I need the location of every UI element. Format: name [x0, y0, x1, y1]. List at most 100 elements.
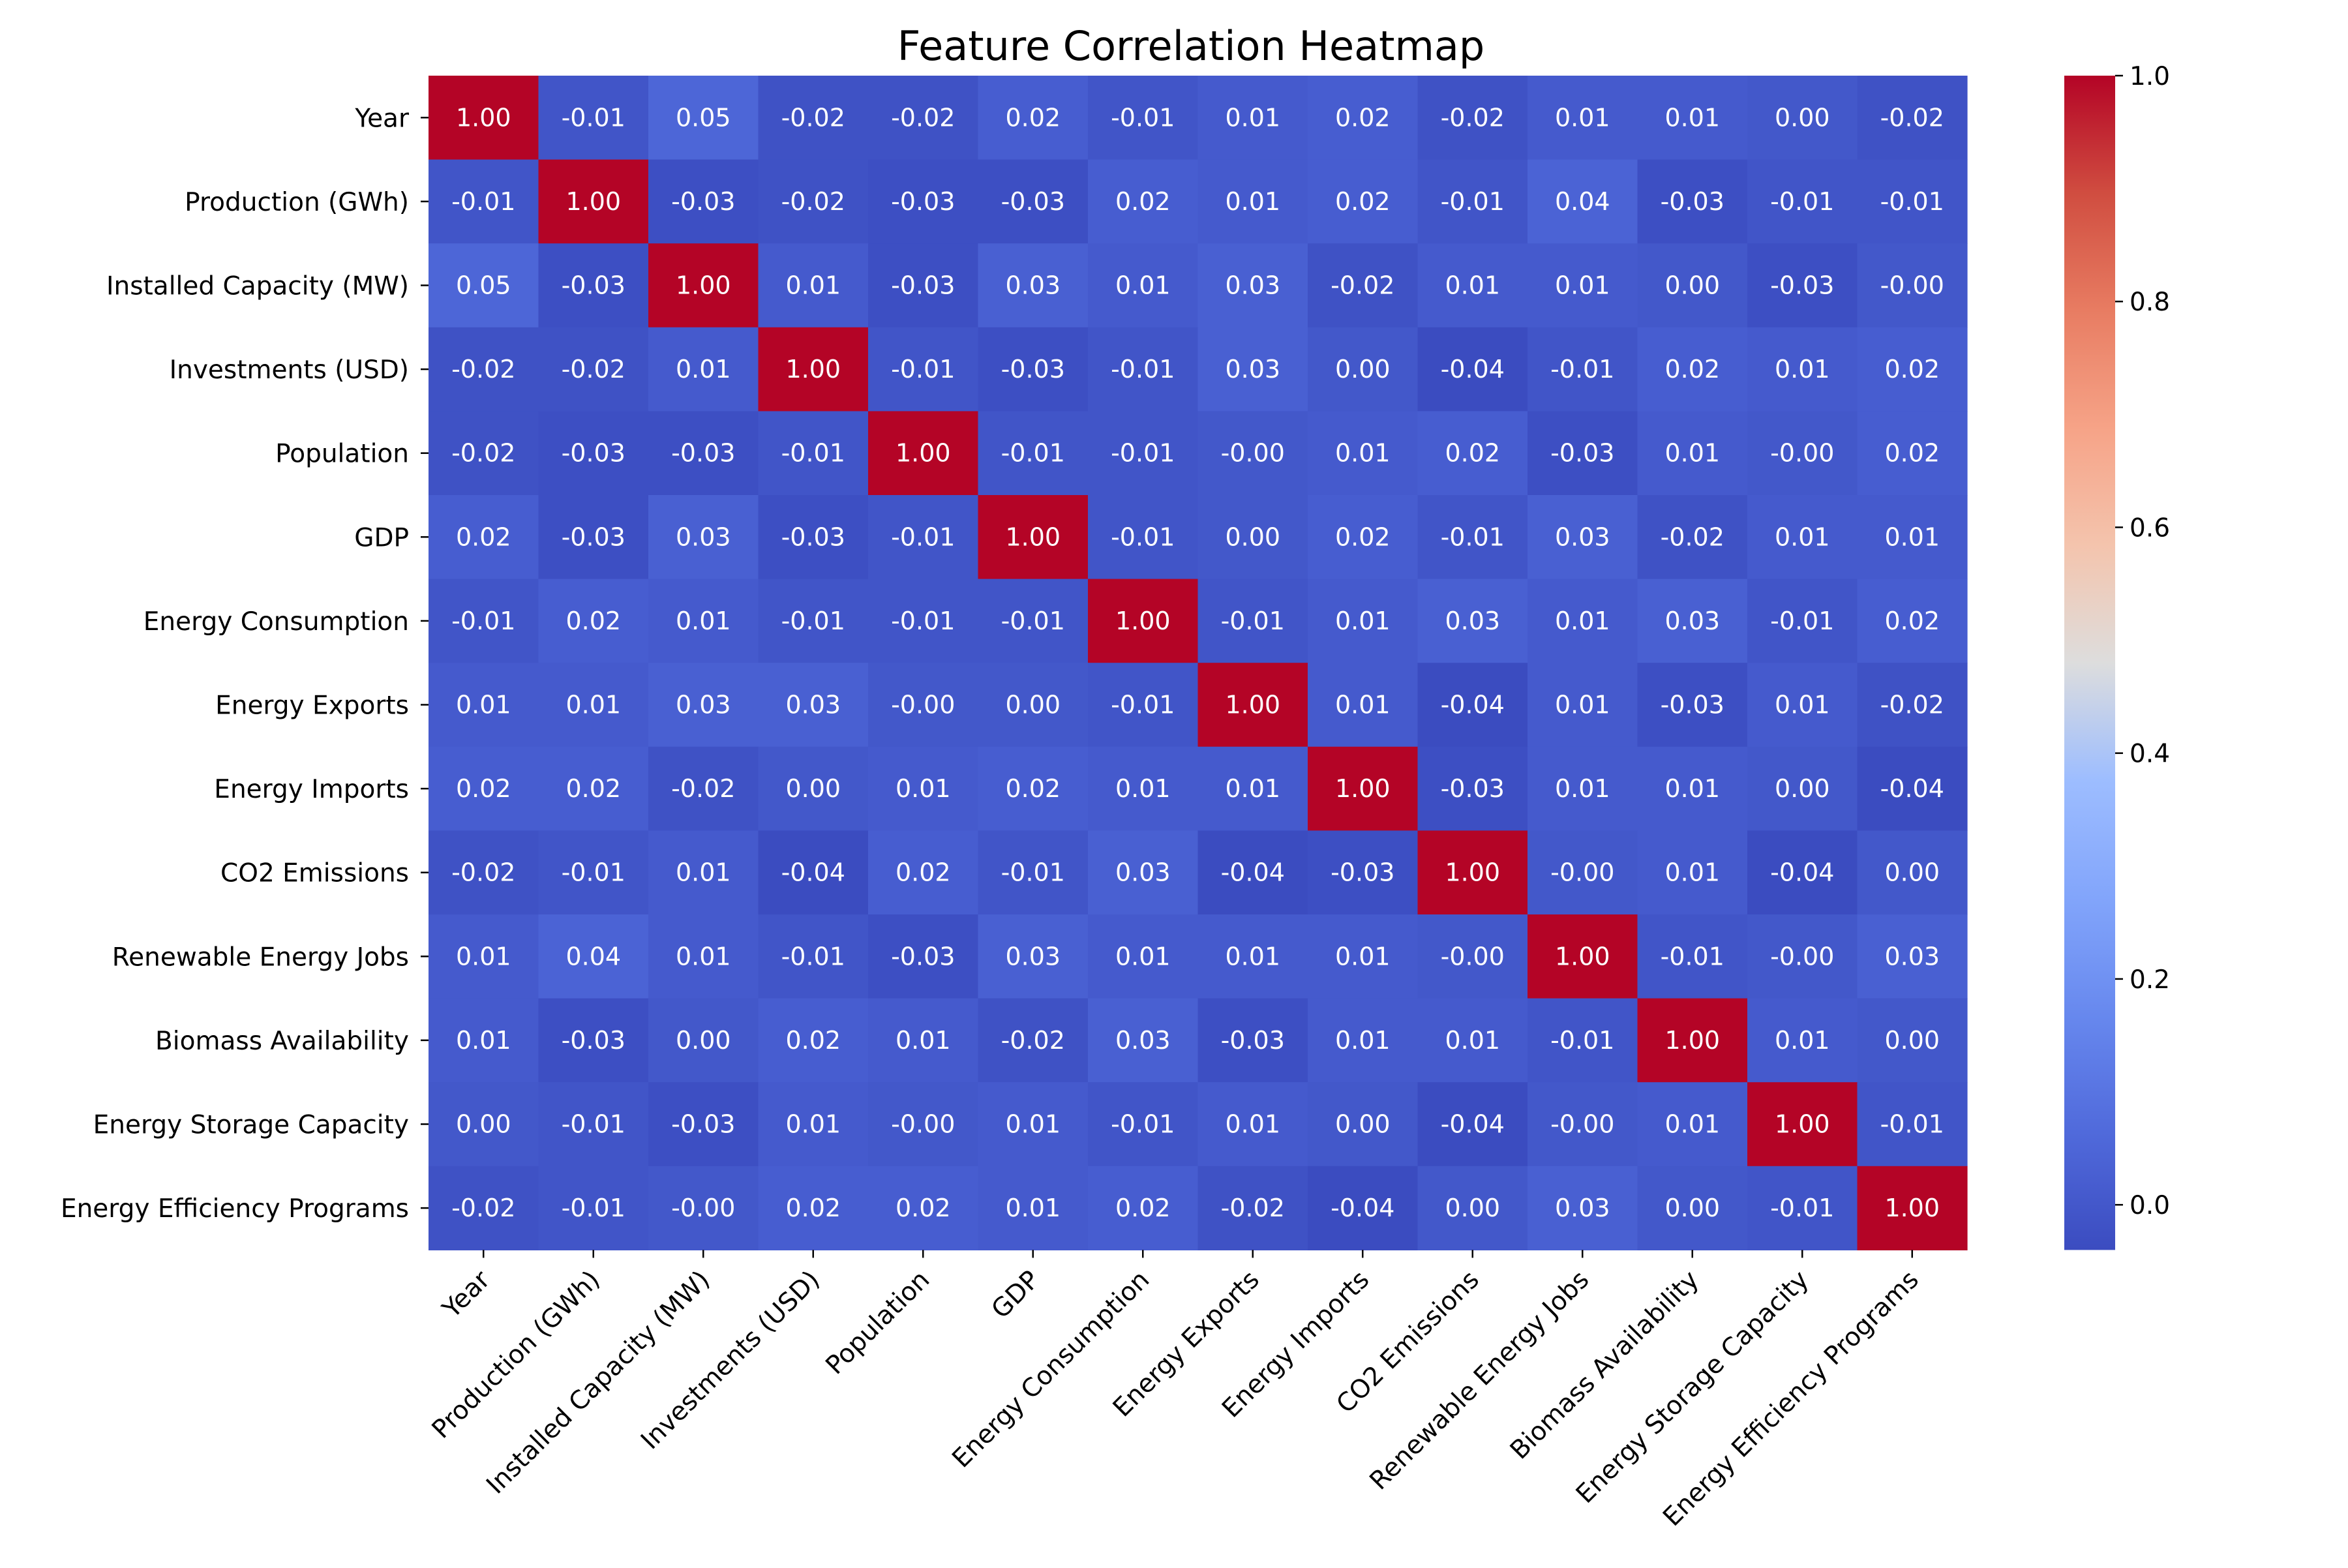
colorbar-gradient	[2064, 76, 2115, 1250]
heatmap-cell	[1197, 914, 1308, 999]
heatmap-cell	[538, 495, 649, 580]
cell-value-label: 1.00	[1005, 522, 1061, 551]
cell-value-label: -0.01	[562, 1194, 625, 1222]
heatmap-cell	[538, 998, 649, 1083]
heatmap-cell	[429, 998, 539, 1083]
cell-value-label: -0.04	[781, 858, 845, 887]
cell-value-label: 1.00	[1555, 942, 1610, 971]
heatmap-cell	[1417, 76, 1528, 160]
heatmap-cell	[429, 411, 539, 496]
heatmap-cell	[1088, 495, 1199, 580]
cell-value-label: -0.01	[1221, 607, 1285, 635]
heatmap-cell	[1637, 411, 1748, 496]
row-label: Installed Capacity (MW)	[106, 272, 409, 301]
heatmap-cell	[538, 159, 649, 244]
heatmap-cell	[429, 579, 539, 663]
row-label: Energy Exports	[215, 691, 409, 721]
row-label: Investments (USD)	[170, 355, 409, 385]
row-label: Energy Consumption	[143, 607, 409, 637]
heatmap-cell	[648, 579, 759, 663]
cell-value-label: 0.01	[1664, 103, 1720, 132]
heatmap-cell	[1417, 830, 1528, 915]
cell-value-label: 0.01	[1335, 607, 1391, 635]
cell-value-label: -0.01	[1770, 607, 1834, 635]
heatmap-cell	[1528, 411, 1638, 496]
cell-value-label: -0.02	[1880, 103, 1944, 132]
heatmap-cell	[978, 663, 1089, 747]
cell-value-label: 0.01	[1664, 858, 1720, 887]
heatmap-cell	[538, 327, 649, 412]
heatmap-cell	[1857, 76, 1968, 160]
heatmap-cell	[1637, 159, 1748, 244]
heatmap-cell	[1088, 411, 1199, 496]
column-label: Energy Consumption	[947, 1265, 1156, 1474]
heatmap-cell	[1857, 998, 1968, 1083]
heatmap-cell	[1417, 1166, 1528, 1250]
cell-value-label: 0.02	[1445, 439, 1500, 468]
cell-value-label: 0.05	[456, 271, 511, 300]
heatmap-cell	[758, 579, 869, 663]
heatmap-cell	[1197, 998, 1308, 1083]
heatmap-cell	[538, 243, 649, 328]
cell-value-label: 0.01	[1115, 774, 1171, 803]
row-label: Year	[354, 104, 410, 133]
heatmap-cell	[1637, 830, 1748, 915]
cell-value-label: -0.03	[562, 439, 625, 468]
heatmap-cell	[978, 411, 1089, 496]
heatmap-cell	[1088, 76, 1199, 160]
cell-value-label: 0.01	[1005, 1110, 1061, 1139]
heatmap-cell	[758, 914, 869, 999]
heatmap-cell	[429, 914, 539, 999]
cell-value-label: -0.01	[1111, 103, 1175, 132]
heatmap-cell	[1857, 243, 1968, 328]
heatmap-cell	[538, 579, 649, 663]
cell-value-label: 0.00	[1884, 1026, 1940, 1055]
heatmap-cell	[1197, 746, 1308, 831]
cell-value-label: 0.01	[1225, 1110, 1280, 1139]
heatmap-cell	[1747, 914, 1858, 999]
heatmap-cell	[868, 76, 979, 160]
heatmap-cell	[1528, 327, 1638, 412]
cell-value-label: -0.01	[1111, 355, 1175, 384]
heatmap-cell	[1197, 411, 1308, 496]
cell-value-label: 0.01	[896, 774, 951, 803]
cell-value-label: -0.02	[1331, 271, 1394, 300]
cell-value-label: -0.01	[1111, 439, 1175, 468]
heatmap-cell	[429, 746, 539, 831]
heatmap-cell	[758, 327, 869, 412]
heatmap-cell	[538, 746, 649, 831]
cell-value-label: 0.00	[1005, 691, 1061, 719]
cell-value-label: 0.01	[676, 607, 731, 635]
cell-value-label: -0.03	[1661, 187, 1724, 216]
heatmap-cell	[1528, 76, 1638, 160]
cell-value-label: -0.03	[562, 522, 625, 551]
cell-value-label: 0.01	[1775, 691, 1830, 719]
cell-value-label: 0.02	[1884, 355, 1940, 384]
cell-value-label: -0.03	[1331, 858, 1394, 887]
heatmap-cell	[1308, 243, 1419, 328]
cell-value-label: 0.01	[1225, 942, 1280, 971]
cell-value-label: 0.01	[456, 1026, 511, 1055]
column-label: Energy Storage Capacity	[1571, 1265, 1814, 1509]
heatmap-cell	[1308, 663, 1419, 747]
cell-value-label: 0.01	[1225, 187, 1280, 216]
heatmap-cell	[429, 76, 539, 160]
heatmap-cell	[978, 579, 1089, 663]
cell-value-label: 1.00	[1884, 1194, 1940, 1222]
colorbar-tick-label: 0.2	[2130, 965, 2170, 995]
cell-value-label: 0.04	[1555, 187, 1610, 216]
cell-value-label: 0.02	[785, 1026, 841, 1055]
cell-value-label: 0.02	[1335, 522, 1391, 551]
colorbar-tick-label: 0.6	[2130, 513, 2170, 543]
heatmap-cell	[1528, 495, 1638, 580]
cell-value-label: -0.03	[891, 942, 955, 971]
heatmap-cell	[868, 327, 979, 412]
heatmap-cell	[868, 243, 979, 328]
heatmap-cell	[1857, 663, 1968, 747]
heatmap-cell	[978, 1166, 1089, 1250]
heatmap-cell	[648, 159, 759, 244]
cell-value-label: -0.00	[1221, 439, 1285, 468]
row-labels: Year Production (GWh) Installed Capacity (…	[61, 104, 429, 1224]
cell-value-label: -0.01	[1111, 1110, 1175, 1139]
